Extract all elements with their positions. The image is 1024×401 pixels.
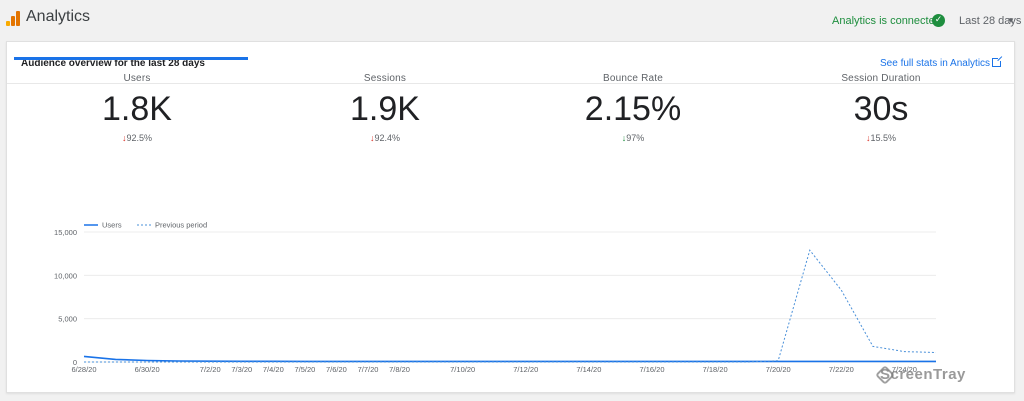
x-tick-label: 7/6/20 [326,365,347,374]
metric-label: Session Duration [841,73,921,84]
metric-change-value: 92.5% [126,133,153,143]
metric-value: 30s [853,90,909,128]
metric-change: ↓15.5% [761,133,1001,143]
arrow-down-icon: ↓ [121,133,127,143]
metric-label: Bounce Rate [602,73,664,84]
metric-value: 1.9K [350,90,420,128]
users-line [83,355,936,363]
x-tick-label: 7/5/20 [294,365,315,374]
analytics-logo-icon [6,11,21,26]
metric-value: 2.15% [584,90,682,128]
logo-bar-tall [16,11,20,26]
previous-period-line [84,249,937,363]
arrow-down-icon: ↓ [369,133,375,143]
metric-value: 1.8K [102,90,172,128]
check-circle-icon: ✓ [932,14,945,27]
arrow-down-icon: ↓ [621,133,627,143]
x-tick-label: 7/4/20 [263,365,284,374]
x-tick-label: 7/24/20 [892,365,917,374]
metric-change: ↓92.5% [17,133,257,143]
users-line-chart[interactable]: 15,000 10,000 5,000 06/28/20 6/30/20 7/2/20 7/… [0,172,1024,382]
x-tick-label: 7/16/20 [639,365,664,374]
top-bar: Analytics Analytics is connected ✓ Last … [0,0,1024,40]
y-tick-label: 5,000 [58,315,77,324]
metric-sessions[interactable]: Sessions 1.9K ↓92.4% [265,73,505,143]
x-tick-label: 7/18/20 [703,365,728,374]
audience-overview-card: Audience overview for the last 28 days S… [6,41,1015,393]
metric-label: Users [123,73,151,84]
metric-users[interactable]: Users 1.8K ↓92.5% [17,73,257,143]
y-tick-label: 15,000 [54,228,77,237]
x-tick-label: 6/30/20 [135,365,160,374]
x-tick-label: 7/22/20 [829,365,854,374]
selected-tab-indicator [14,57,248,60]
x-tick-label: 6/28/20 [71,365,96,374]
metric-bounce-rate[interactable]: Bounce Rate 2.15% ↓97% [513,73,753,143]
x-tick-label: 7/2/20 [200,365,221,374]
metric-change-value: 97% [626,133,645,143]
x-tick-label: 7/12/20 [513,365,538,374]
connection-status: Analytics is connected [832,15,941,27]
metric-change-value: 15.5% [870,133,897,143]
logo-bar-short [6,21,10,26]
logo-bar-mid [11,16,15,26]
y-tick-label: 10,000 [54,271,77,280]
metric-change-value: 92.4% [374,133,401,143]
metric-session-duration[interactable]: Session Duration 30s ↓15.5% [761,73,1001,143]
full-stats-link[interactable]: See full stats in Analytics [880,58,991,69]
x-tick-label: 7/10/20 [450,365,475,374]
x-tick-label: 7/8/20 [389,365,410,374]
legend-previous-label: Previous period [155,221,207,230]
x-tick-label: 7/7/20 [358,365,379,374]
metric-change: ↓92.4% [265,133,505,143]
caret-down-icon[interactable]: ▼ [1007,16,1015,25]
watermark: ScreenTray [880,366,966,383]
card-header: Audience overview for the last 28 days S… [7,42,1014,84]
arrow-down-icon: ↓ [865,133,871,143]
external-link-icon[interactable] [992,56,1003,67]
metric-change: ↓97% [513,133,753,143]
x-tick-label: 7/20/20 [766,365,791,374]
y-tick-label: 0 [73,358,77,367]
legend-users-label: Users [102,221,122,230]
metric-label: Sessions [363,73,407,84]
date-range-select[interactable]: Last 28 days [959,15,1022,27]
x-tick-label: 7/3/20 [231,365,252,374]
card-title: Audience overview for the last 28 days [21,58,205,69]
x-tick-label: 7/14/20 [576,365,601,374]
app-title: Analytics [26,8,91,25]
